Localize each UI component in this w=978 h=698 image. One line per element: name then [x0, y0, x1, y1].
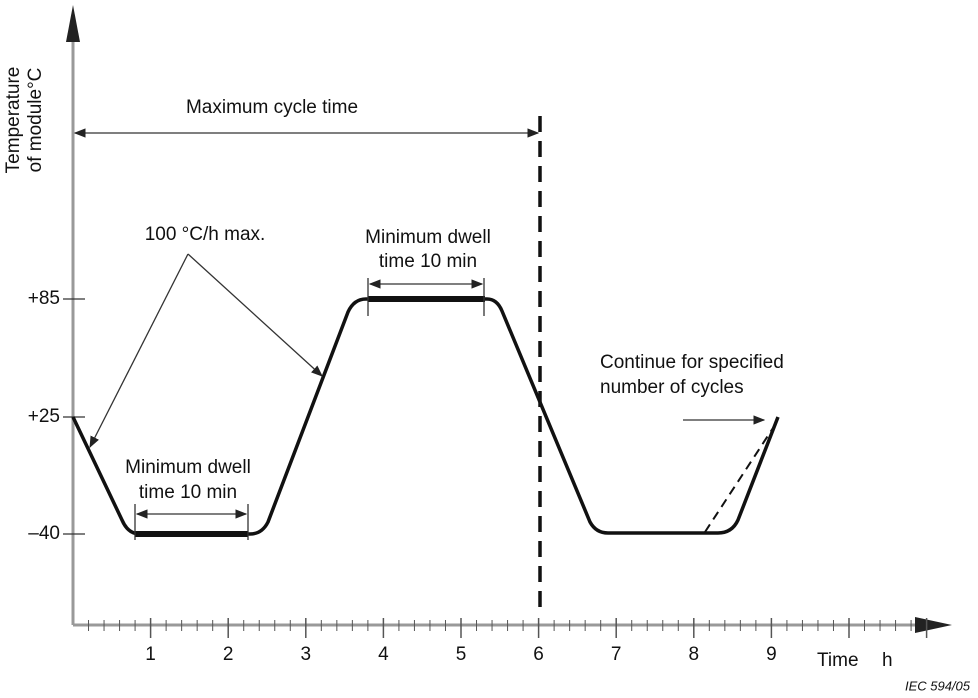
x-tick-label: 9 [766, 644, 777, 665]
annotation: Minimum dwell [125, 457, 251, 478]
x-unit: h [882, 650, 893, 671]
dashed-continuation [704, 424, 776, 533]
y-tick-label: +85 [28, 288, 60, 309]
x-tick-label: 5 [456, 644, 467, 665]
annotation: Maximum cycle time [186, 97, 358, 118]
x-tick-label: 1 [145, 644, 156, 665]
ticks: 1 2 3 4 5 6 7 8 9 [88, 618, 928, 665]
x-arrow [915, 617, 952, 633]
x-tick-label: 4 [378, 644, 389, 665]
annotation: time 10 min [379, 251, 477, 272]
annotation: number of cycles [600, 377, 744, 398]
x-tick-label: 3 [301, 644, 312, 665]
x-tick-label: 2 [223, 644, 234, 665]
pointer [89, 253, 189, 449]
y-tick-label: –40 [28, 523, 60, 544]
x-tick-label: 6 [533, 644, 544, 665]
x-tick-label: 8 [689, 644, 700, 665]
x-tick-label: 7 [611, 644, 622, 665]
pointer [187, 253, 323, 377]
footer: IEC 594/05 [905, 678, 971, 693]
y-tick-label: +25 [28, 406, 60, 427]
annotation: time 10 min [139, 482, 237, 503]
y-arrow [66, 5, 80, 42]
y-label: of module°C [25, 68, 46, 173]
annotation: Continue for specified [600, 352, 784, 373]
y-label: Temperature [3, 67, 24, 174]
annotation: Minimum dwell [365, 227, 491, 248]
annotation: 100 °C/h max. [145, 224, 266, 245]
x-label: Time [817, 650, 859, 671]
